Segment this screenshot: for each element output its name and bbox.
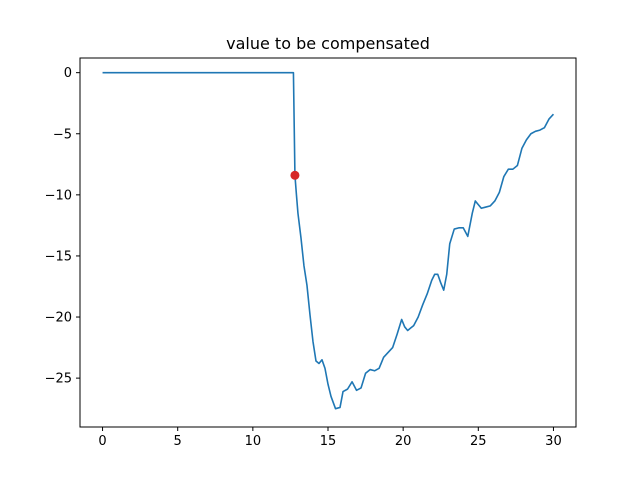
y-tick-label-2: −10 <box>45 188 72 203</box>
highlight-point <box>290 170 300 180</box>
y-tick-label-1: −5 <box>53 127 72 142</box>
plot-frame <box>79 57 577 428</box>
y-tick-label-4: −20 <box>45 311 72 326</box>
series-line-0 <box>102 71 555 410</box>
x-tick-label-2: 10 <box>245 434 262 449</box>
y-tick-label-5: −25 <box>45 372 72 387</box>
x-tick-label-3: 15 <box>320 434 337 449</box>
x-tick-label-5: 25 <box>470 434 487 449</box>
x-tick-label-6: 30 <box>545 434 562 449</box>
y-tick-label-3: −15 <box>45 249 72 264</box>
x-tick-label-1: 5 <box>174 434 182 449</box>
x-tick-label-4: 20 <box>395 434 412 449</box>
x-tick-label-0: 0 <box>98 434 106 449</box>
chart-title: value to be compensated <box>226 34 430 53</box>
y-tick-label-0: 0 <box>64 66 72 81</box>
